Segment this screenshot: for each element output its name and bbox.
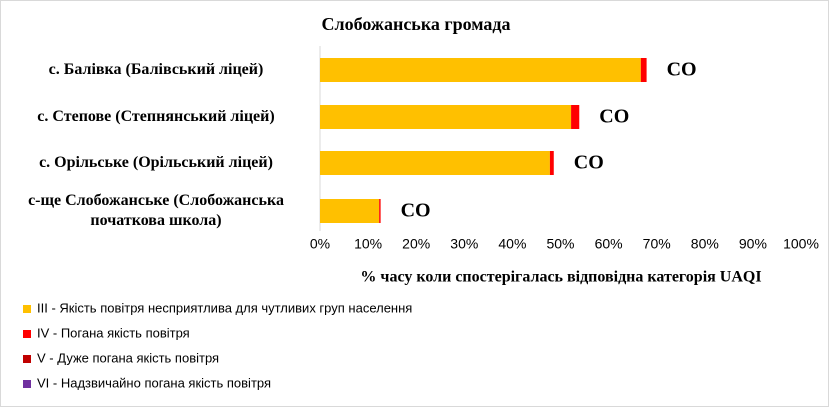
- bar-segment: [320, 58, 641, 82]
- bar-segment: [571, 105, 580, 129]
- legend-marker: [23, 380, 31, 388]
- x-axis-label: % часу коли спостерігалась відповідна ка…: [360, 269, 761, 286]
- x-tick-label: 30%: [450, 236, 478, 252]
- legend-label: V - Дуже погана якість повітря: [37, 350, 219, 365]
- x-tick-label: 50%: [546, 236, 574, 252]
- x-tick-label: 60%: [595, 236, 623, 252]
- legend-label: III - Якість повітря несприятлива для чу…: [37, 300, 412, 315]
- chart-title: Слобожанська громада: [321, 14, 510, 34]
- bar-segment: [549, 151, 554, 175]
- bar-segment: [320, 105, 572, 129]
- legend-marker: [23, 305, 31, 313]
- x-tick-label: 40%: [498, 236, 526, 252]
- legend-marker: [23, 355, 31, 363]
- x-tick-label: 10%: [354, 236, 382, 252]
- annotation: CO: [401, 200, 431, 222]
- x-tick-label: 100%: [783, 236, 819, 252]
- legend-label: IV - Погана якість повітря: [37, 325, 190, 340]
- x-tick-label: 0%: [310, 236, 330, 252]
- y-tick-label: с. Орільське (Орільський ліцей): [39, 154, 273, 171]
- bar-segment: [320, 199, 380, 223]
- x-tick-label: 70%: [643, 236, 671, 252]
- annotation: CO: [574, 152, 604, 174]
- y-tick-label: с. Степове (Степнянський ліцей): [37, 108, 275, 125]
- legend-label: VI - Надзвичайно погана якість повітря: [37, 375, 271, 390]
- y-tick-label: с. Балівка (Балівський ліцей): [48, 61, 264, 78]
- annotation: CO: [599, 106, 629, 128]
- legend-marker: [23, 330, 31, 338]
- y-tick-label: с-ще Слобожанське (Слобожанська початков…: [28, 192, 284, 229]
- bar-segment: [640, 58, 647, 82]
- bar-segment: [320, 151, 550, 175]
- x-tick-label: 20%: [402, 236, 430, 252]
- bar-segment: [379, 199, 381, 223]
- annotation: CO: [667, 59, 697, 81]
- x-tick-label: 80%: [691, 236, 719, 252]
- x-tick-label: 90%: [739, 236, 767, 252]
